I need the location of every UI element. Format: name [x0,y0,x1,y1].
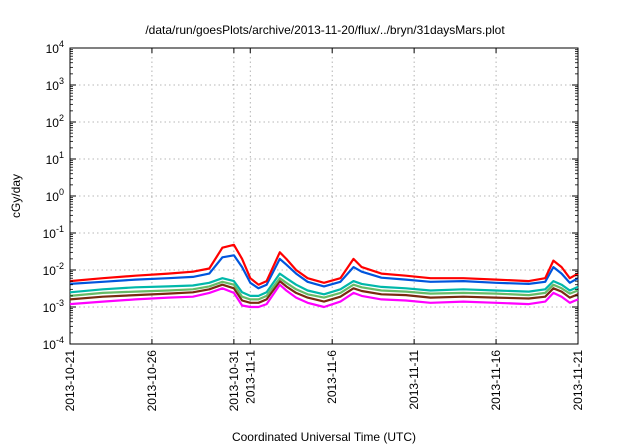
series-line [69,243,579,286]
y-tick-label: 10-3 [43,298,64,315]
series-line [69,277,579,301]
series-line [69,283,579,309]
grid-lines [70,48,578,344]
y-tick-label: 102 [46,113,64,130]
x-tick-label: 2013-11-11 [407,350,421,410]
y-axis-ticks: 10-4 10-3 10-2 10-1 100 101 102 103 104 [43,39,578,352]
x-axis-ticks: 2013-10-21 2013-10-26 2013-10-31 2013-11-1 2… [63,48,585,411]
x-tick-label: 2013-11-1 [243,350,257,404]
y-tick-label: 104 [46,39,64,56]
chart-title: /data/run/goesPlots/archive/2013-11-20/f… [145,23,505,37]
y-axis-label: cGy/day [9,174,23,218]
x-tick-label: 2013-10-21 [63,350,77,412]
series-line [69,254,579,290]
y-tick-label: 100 [46,187,64,204]
x-axis-label: Coordinated Universal Time (UTC) [232,430,416,444]
x-tick-label: 2013-10-26 [145,350,159,412]
series-line [69,272,579,297]
series-line [69,280,579,304]
x-tick-label: 2013-11-6 [325,350,339,404]
series-layer [69,243,579,309]
y-tick-label: 101 [46,150,64,167]
x-tick-label: 2013-10-31 [227,350,241,412]
y-tick-label: 10-1 [43,224,64,241]
y-tick-label: 10-4 [43,335,64,352]
y-tick-label: 103 [46,76,64,93]
x-tick-label: 2013-11-21 [571,350,585,411]
y-tick-label: 10-2 [43,261,64,278]
x-tick-label: 2013-11-16 [489,350,503,411]
